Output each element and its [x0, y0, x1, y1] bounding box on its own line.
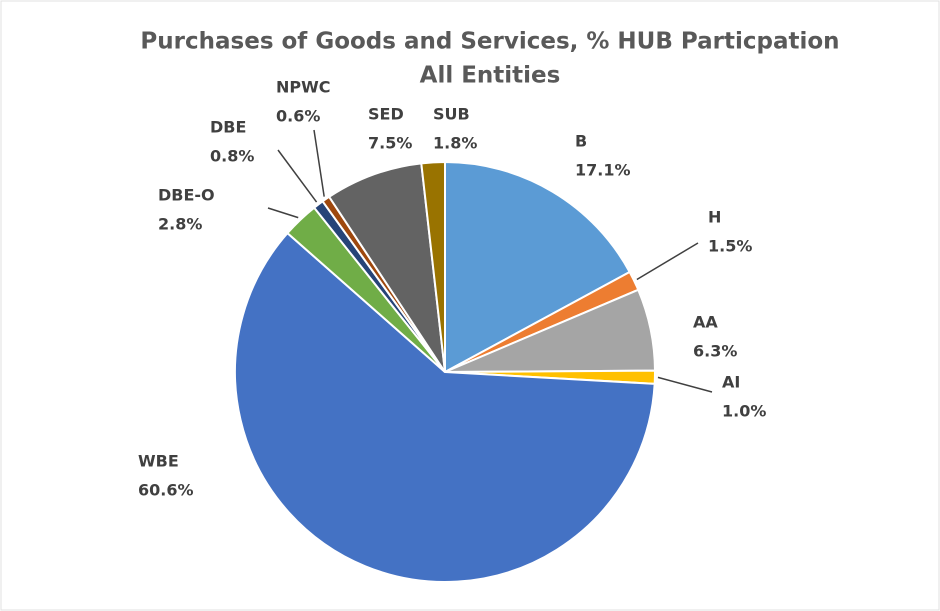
slice-value-label: 17.1% — [575, 161, 631, 180]
slice-label: AI — [722, 373, 740, 392]
slice-value-label: 6.3% — [693, 342, 737, 361]
slice-label: DBE — [210, 118, 246, 137]
slice-label: B — [575, 132, 587, 151]
pie-slice — [420, 160, 446, 373]
pie-slice — [327, 162, 446, 373]
slice-label: DBE-O — [158, 186, 215, 205]
slice-value-label: 0.8% — [210, 147, 254, 166]
slice-label: AA — [693, 313, 718, 332]
chart-title: Purchases of Goods and Services, % HUB P… — [140, 29, 839, 55]
slice-value-label: 2.8% — [158, 215, 202, 234]
slice-label: SUB — [433, 105, 470, 124]
slice-label: NPWC — [276, 78, 331, 97]
slice-value-label: 0.6% — [276, 107, 320, 126]
leader-line — [657, 376, 713, 393]
chart-subtitle: All Entities — [420, 63, 561, 89]
slice-value-label: 7.5% — [368, 134, 412, 153]
pie-slice — [234, 231, 656, 583]
leader-line — [313, 129, 325, 197]
slice-value-label: 1.8% — [433, 134, 477, 153]
slice-label: WBE — [138, 452, 179, 471]
pie-slice — [444, 160, 632, 374]
leader-line — [267, 207, 299, 219]
slice-value-label: 60.6% — [138, 481, 194, 500]
leader-line — [636, 242, 699, 281]
slice-value-label: 1.0% — [722, 402, 766, 421]
slice-label: SED — [368, 105, 404, 124]
leader-line — [277, 149, 318, 203]
slice-label: H — [708, 208, 721, 227]
slice-value-label: 1.5% — [708, 237, 752, 256]
